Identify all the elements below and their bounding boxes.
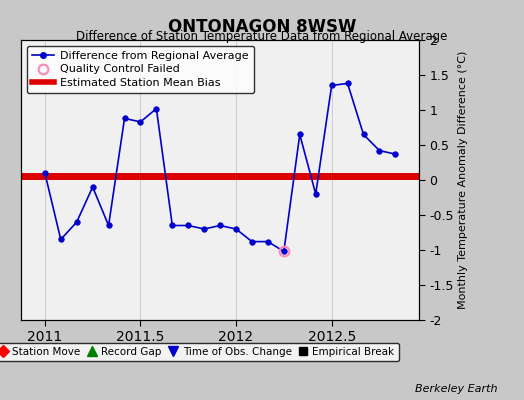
Legend: Station Move, Record Gap, Time of Obs. Change, Empirical Break: Station Move, Record Gap, Time of Obs. C… <box>0 343 399 361</box>
Text: Berkeley Earth: Berkeley Earth <box>416 384 498 394</box>
Y-axis label: Monthly Temperature Anomaly Difference (°C): Monthly Temperature Anomaly Difference (… <box>458 51 468 309</box>
Text: ONTONAGON 8WSW: ONTONAGON 8WSW <box>168 18 356 36</box>
Text: Difference of Station Temperature Data from Regional Average: Difference of Station Temperature Data f… <box>77 30 447 43</box>
